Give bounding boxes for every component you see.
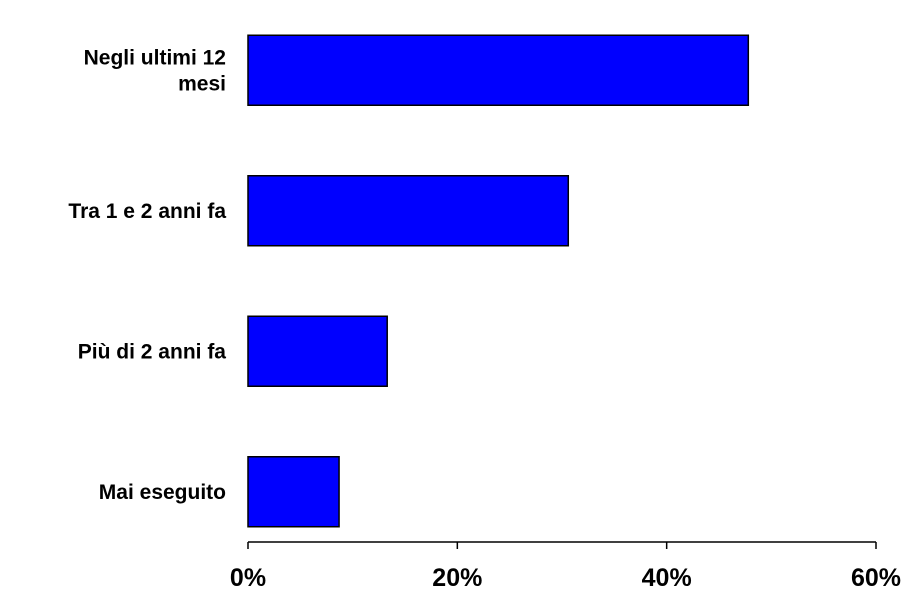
category-label-0-line-1: mesi (178, 72, 226, 95)
category-label-0-line-0: Negli ultimi 12 (84, 46, 226, 69)
bar-1 (247, 175, 570, 247)
bar-0 (247, 34, 750, 106)
x-axis: 0% 20% 40% 60% (230, 541, 901, 592)
category-labels-group: Negli ultimi 12 mesi Tra 1 e 2 anni fa Più … (68, 46, 226, 504)
x-tick-label-0: 0% (230, 564, 266, 592)
bar-2 (247, 315, 388, 387)
bars-group (247, 34, 750, 528)
category-label-1: Tra 1 e 2 anni fa (68, 200, 226, 223)
x-tick-label-1: 20% (432, 564, 482, 592)
x-tick-label-2: 40% (642, 564, 692, 592)
category-label-2: Più di 2 anni fa (78, 340, 227, 363)
bar-3 (247, 456, 340, 528)
category-label-3: Mai eseguito (99, 481, 226, 504)
x-tick-label-3: 60% (851, 564, 901, 592)
